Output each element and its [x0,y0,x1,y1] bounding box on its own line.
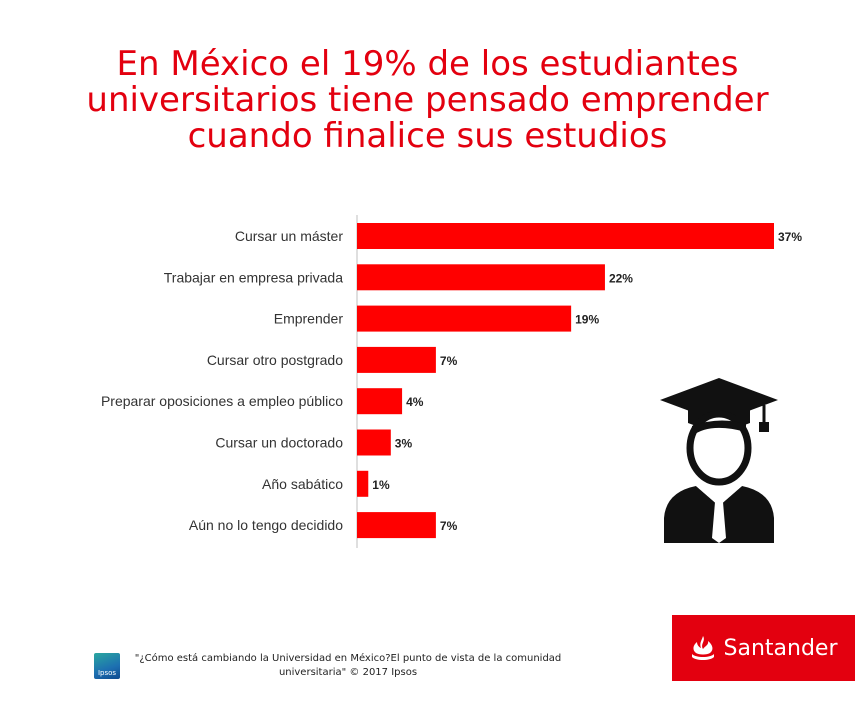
source-line-2: universitaria" © 2017 Ipsos [278,667,418,678]
category-label: Emprender [274,311,344,327]
santander-logo: Santander [672,615,855,681]
category-label: Cursar otro postgrado [207,352,343,368]
ipsos-logo: Ipsos [94,653,120,679]
value-label: 1% [372,478,390,492]
bar [357,388,403,415]
title-line-2: universitarios tiene pensado emprender [86,80,769,120]
santander-flame-icon [691,636,714,660]
value-label: 7% [440,519,458,533]
value-label: 7% [440,354,458,368]
ipsos-logo-text: Ipsos [97,669,117,677]
santander-wordmark: Santander [723,635,838,661]
category-label: Cursar un doctorado [215,435,343,451]
category-label: Preparar oposiciones a empleo público [101,393,343,409]
bar [357,223,774,249]
source-line-1: "¿Cómo está cambiando la Universidad en … [134,653,562,664]
bar [357,512,436,539]
source-citation: "¿Cómo está cambiando la Universidad en … [128,652,568,680]
chart-title: En México el 19% de los estudiantes univ… [0,46,855,154]
value-label: 22% [609,271,633,285]
category-label: Aún no lo tengo decidido [189,517,343,533]
value-label: 37% [778,230,802,244]
value-label: 19% [575,313,599,327]
bar [357,346,436,373]
category-label: Cursar un máster [235,228,343,244]
bar [357,305,572,332]
value-label: 4% [406,395,424,409]
bar [357,470,369,497]
category-label: Año sabático [262,476,343,492]
title-line-3: cuando finalice sus estudios [187,116,668,156]
title-line-1: En México el 19% de los estudiantes [116,44,739,84]
category-label: Trabajar en empresa privada [164,269,343,285]
value-label: 3% [395,437,413,451]
graduate-student-icon [660,378,778,543]
bar [357,264,605,291]
bar [357,429,391,456]
